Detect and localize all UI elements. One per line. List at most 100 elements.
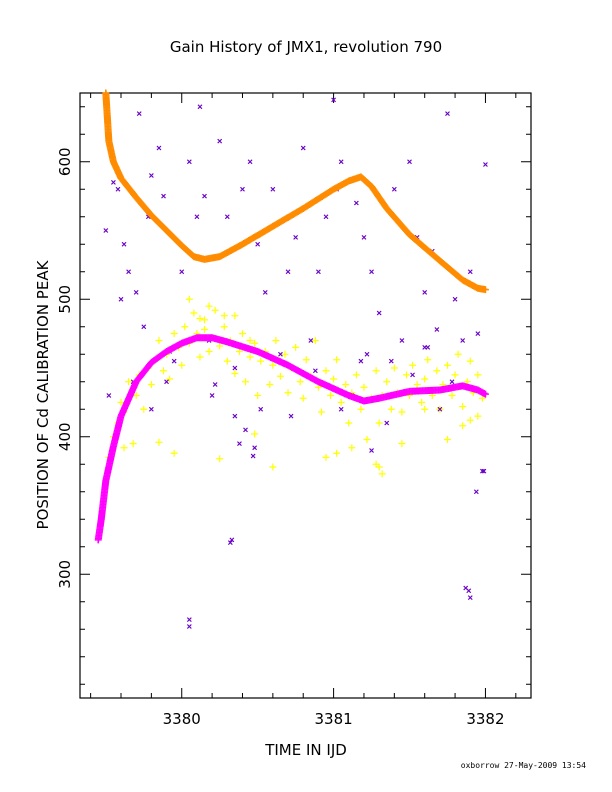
scatter-point (459, 403, 467, 410)
scatter-point (331, 97, 337, 103)
series-magenta-plus-line (94, 334, 489, 544)
scatter-point (302, 356, 310, 364)
scatter-point (466, 588, 472, 594)
scatter-point (437, 406, 443, 412)
scatter-point (216, 342, 224, 350)
series-yellow-plus-scatter (105, 295, 486, 478)
scatter-point (410, 372, 415, 378)
scatter-point (398, 440, 406, 448)
scatter-point (209, 393, 215, 398)
scatter-point (243, 427, 248, 433)
scatter-point (196, 315, 204, 322)
scatter-point (106, 393, 112, 398)
scatter-point (164, 379, 169, 385)
scatter-point (391, 186, 397, 192)
series-purple-x-scatter (103, 97, 488, 629)
y-tick-label: 600 (56, 147, 74, 176)
scatter-point (474, 371, 482, 379)
scatter-point (413, 381, 421, 388)
scatter-point (369, 448, 374, 453)
scatter-point (205, 302, 213, 310)
y-tick-label: 400 (56, 422, 74, 451)
scatter-point (311, 337, 319, 344)
data-series (94, 89, 489, 629)
scatter-point (315, 269, 321, 275)
scatter-point (300, 145, 306, 151)
scatter-point (333, 449, 341, 457)
scatter-point (136, 111, 142, 117)
scatter-point (422, 289, 428, 295)
scatter-point (115, 186, 121, 192)
scatter-point (223, 357, 231, 365)
scatter-point (333, 356, 341, 364)
scatter-point (418, 398, 426, 406)
scatter-point (185, 295, 193, 303)
scatter-point (155, 337, 163, 344)
scatter-point (474, 412, 482, 420)
scatter-point (433, 367, 441, 375)
scatter-point (103, 228, 109, 233)
scatter-point (120, 444, 128, 452)
scatter-point (375, 419, 383, 427)
scatter-point (181, 323, 189, 331)
scatter-point (388, 358, 394, 364)
scatter-point (201, 316, 209, 324)
scatter-point (240, 186, 245, 192)
scatter-point (126, 269, 132, 275)
scatter-point (220, 312, 228, 320)
scatter-point (186, 159, 192, 165)
scatter-point (161, 193, 166, 199)
scatter-point (293, 234, 299, 240)
scatter-point (364, 351, 370, 357)
scatter-point (308, 338, 314, 343)
series-orange-plus-line (102, 89, 489, 294)
scatter-point (190, 309, 198, 317)
scatter-point (231, 370, 239, 377)
scatter-point (278, 351, 283, 357)
scatter-point (247, 159, 253, 165)
scatter-point (383, 378, 391, 386)
scatter-point (448, 392, 456, 399)
scatter-point (369, 269, 374, 275)
scatter-point (338, 406, 344, 412)
scatter-point (121, 241, 127, 247)
plot-credit: oxborrow 27-May-2009 13:54 (461, 761, 586, 770)
scatter-point (129, 440, 137, 448)
scatter-point (186, 624, 192, 629)
scatter-point (327, 392, 335, 399)
scatter-point (292, 343, 300, 351)
scatter-point (251, 339, 259, 347)
scatter-point (227, 540, 233, 546)
scatter-point (424, 356, 432, 364)
scatter-point (345, 419, 353, 427)
scatter-point (342, 381, 350, 388)
trend-point (481, 390, 489, 398)
scatter-point (202, 193, 207, 199)
y-axis: 300 400 500 600 (56, 106, 531, 685)
scatter-point (237, 441, 242, 447)
plot-frame (79, 92, 532, 699)
scatter-point (467, 595, 473, 601)
scatter-point (272, 337, 280, 344)
scatter-point (170, 330, 178, 338)
scatter-point (330, 375, 338, 383)
scatter-point (312, 368, 318, 374)
scatter-point (194, 214, 200, 220)
scatter-point (197, 104, 203, 110)
scatter-point (466, 416, 474, 424)
scatter-point (186, 617, 192, 623)
scatter-point (390, 364, 398, 372)
scatter-point (178, 361, 186, 369)
scatter-point (459, 422, 467, 430)
scatter-point (148, 406, 154, 412)
x-axis: 3380 3381 3382 (90, 93, 517, 728)
x-tick-label: 3381 (314, 710, 352, 728)
y-tick-label: 300 (56, 560, 74, 589)
x-axis-label: TIME IN IJD (264, 741, 347, 759)
scatter-point (378, 470, 386, 478)
scatter-point (398, 408, 406, 416)
scatter-point (363, 436, 371, 443)
scatter-point (276, 372, 284, 380)
scatter-point (454, 350, 462, 358)
